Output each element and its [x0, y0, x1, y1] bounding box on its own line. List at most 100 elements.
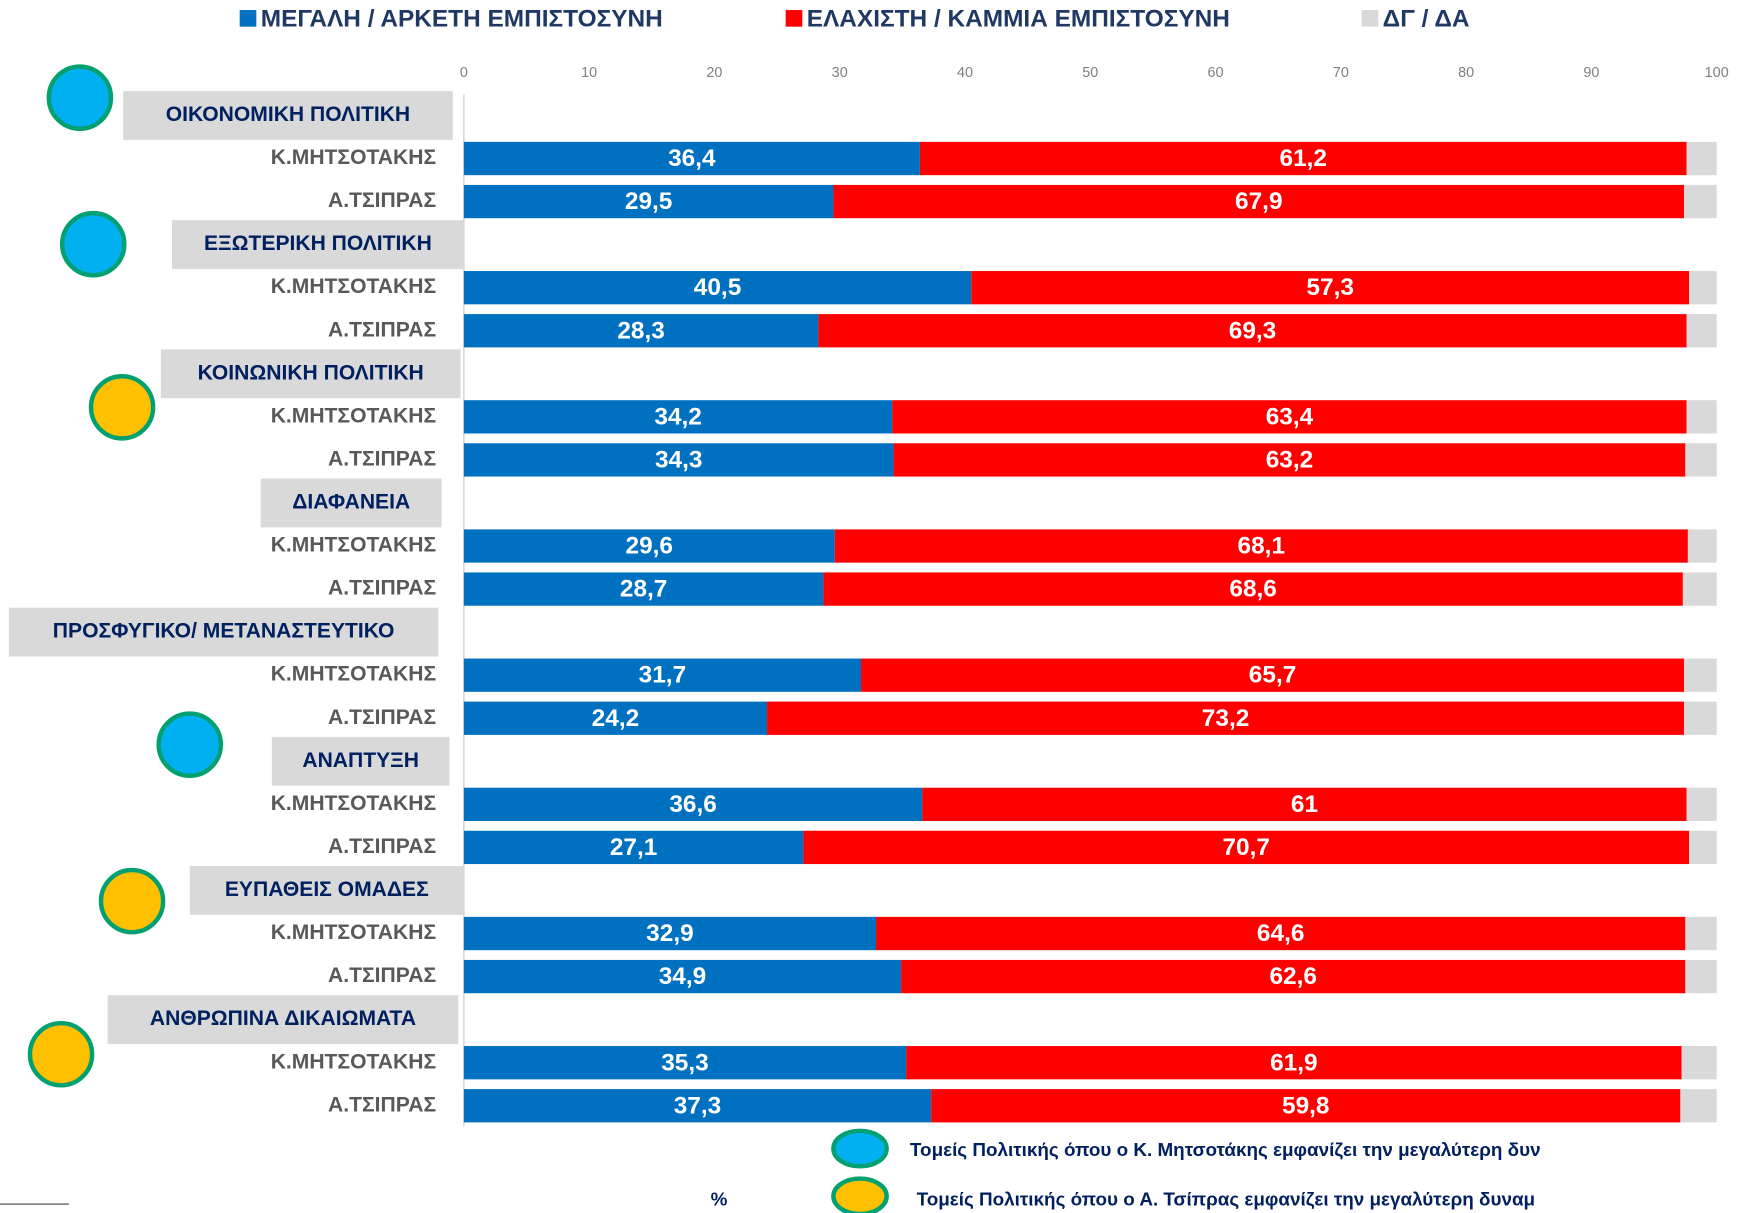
bar-segment: [1685, 443, 1717, 477]
bar-segment: [1684, 184, 1717, 219]
value-label: 29,6: [626, 533, 674, 560]
bar-segment: [767, 701, 1685, 735]
bar-segment: [463, 529, 835, 563]
group-label: ΚΟΙΝΩΝΙΚΗ ΠΟΛΙΤΙΚΗ: [198, 361, 424, 384]
bar-segment: [1680, 1089, 1717, 1123]
value-label: 36,6: [669, 791, 717, 818]
note: Τομείς Πολιτικής όπου ο Κ. Μητσοτάκης εμ…: [910, 1139, 1541, 1161]
y-tick-label: Κ.ΜΗΤΣΟΤΑΚΗΣ: [271, 404, 437, 427]
marker-circle: [98, 867, 166, 935]
bar-segment: [971, 271, 1690, 305]
bar-segment: [463, 314, 819, 348]
y-tick-label: Κ.ΜΗΤΣΟΤΑΚΗΣ: [271, 534, 437, 557]
x-tick-label: 50: [1082, 65, 1098, 81]
value-label: 68,6: [1229, 576, 1277, 603]
x-tick-label: 20: [706, 65, 722, 81]
value-label: 36,4: [668, 145, 716, 172]
bar-segment: [1685, 959, 1717, 994]
value-label: 67,9: [1235, 188, 1283, 215]
value-label: 59,8: [1282, 1092, 1330, 1119]
value-label: 28,3: [617, 317, 665, 344]
value-label: 35,3: [661, 1049, 709, 1076]
bar-segment: [1685, 916, 1717, 951]
y-tick-label: Κ.ΜΗΤΣΟΤΑΚΗΣ: [271, 921, 437, 944]
y-tick-label: Κ.ΜΗΤΣΟΤΑΚΗΣ: [271, 146, 437, 169]
value-label: 64,6: [1257, 920, 1305, 947]
y-tick-label: Α.ΤΣΙΠΡΑΣ: [328, 964, 436, 987]
bar-segment: [803, 830, 1690, 865]
marker-circle: [59, 210, 127, 278]
value-label: 61,2: [1279, 145, 1327, 172]
value-label: 27,1: [610, 834, 658, 861]
y-tick-label: Κ.ΜΗΤΣΟΤΑΚΗΣ: [271, 792, 437, 815]
group-box: [189, 866, 464, 915]
y-tick-label: Α.ΤΣΙΠΡΑΣ: [328, 577, 436, 600]
note-marker: [831, 1176, 889, 1213]
x-tick-label: 0: [460, 65, 468, 81]
y-tick-label: Α.ΤΣΙΠΡΑΣ: [328, 447, 436, 470]
x-tick-label: 90: [1583, 65, 1599, 81]
group-label: ΑΝΑΠΤΥΞΗ: [302, 749, 419, 772]
bar-segment: [1682, 572, 1717, 606]
x-tick-label: 80: [1458, 65, 1474, 81]
value-label: 61: [1291, 791, 1318, 818]
group-label: ΑΝΘΡΩΠΙΝΑ ΔΙΚΑΙΩΜΑΤΑ: [150, 1007, 416, 1030]
y-tick-label: Α.ΤΣΙΠΡΑΣ: [328, 318, 436, 341]
x-tick-label: 10: [581, 65, 597, 81]
value-label: 69,3: [1229, 317, 1277, 344]
bar-segment: [823, 572, 1683, 606]
bar-segment: [818, 314, 1687, 348]
bar-segment: [463, 658, 862, 692]
value-label: 40,5: [694, 274, 742, 301]
group-box: [271, 736, 450, 786]
bar-segment: [1686, 141, 1717, 176]
y-tick-label: Α.ΤΣΙΠΡΑΣ: [328, 706, 436, 729]
value-label: 68,1: [1238, 533, 1286, 560]
bar-segment: [463, 400, 893, 434]
value-label: 32,9: [646, 920, 694, 947]
value-label: 37,3: [674, 1092, 722, 1119]
marker-circle: [46, 64, 114, 131]
bar-segment: [1689, 830, 1717, 865]
group-label: ΔΙΑΦΑΝΕΙΑ: [292, 491, 410, 514]
value-label: 63,4: [1266, 403, 1314, 430]
bar-segment: [1686, 400, 1717, 434]
note: Τομείς Πολιτικής όπου ο Α. Τσίπρας εμφαν…: [917, 1189, 1536, 1211]
bar-segment: [876, 916, 1686, 951]
y-tick-label: Κ.ΜΗΤΣΟΤΑΚΗΣ: [271, 1050, 437, 1073]
value-label: 31,7: [639, 662, 687, 689]
legend-swatch: [785, 10, 803, 27]
group-label: ΕΞΩΤΕΡΙΚΗ ΠΟΛΙΤΙΚΗ: [204, 232, 432, 255]
group-label: ΟΙΚΟΝΟΜΙΚΗ ΠΟΛΙΤΙΚΗ: [166, 103, 410, 126]
bar-segment: [1686, 787, 1717, 822]
value-label: 29,5: [625, 188, 673, 215]
bar-segment: [931, 1089, 1681, 1123]
x-tick-label: 60: [1208, 65, 1224, 81]
bar-segment: [906, 1046, 1682, 1080]
value-label: 73,2: [1202, 705, 1250, 732]
group-label: ΕΥΠΑΘΕΙΣ ΟΜΑΔΕΣ: [225, 878, 429, 901]
value-label: 65,7: [1249, 662, 1297, 689]
value-label: 34,2: [654, 403, 702, 430]
bar-segment: [834, 529, 1688, 563]
bar-segment: [919, 141, 1687, 176]
group-box: [8, 607, 439, 657]
bar-segment: [901, 959, 1686, 994]
y-tick-label: Α.ΤΣΙΠΡΑΣ: [328, 189, 436, 212]
x-tick-label: 30: [832, 65, 848, 81]
legend-swatch: [239, 10, 257, 27]
group-box: [260, 478, 442, 528]
bar-segment: [1684, 658, 1717, 692]
value-label: 70,7: [1222, 834, 1270, 861]
bar-segment: [1684, 701, 1717, 735]
bar-segment: [861, 658, 1685, 692]
bar-segment: [1686, 314, 1717, 348]
value-label: 24,2: [592, 705, 640, 732]
group-box: [160, 349, 461, 399]
bar-segment: [463, 141, 920, 176]
bar-segment: [893, 443, 1686, 477]
y-tick-label: Κ.ΜΗΤΣΟΤΑΚΗΣ: [271, 275, 437, 298]
value-label: 63,2: [1266, 446, 1314, 473]
bar-segment: [463, 184, 834, 219]
bar-segment: [463, 787, 923, 822]
